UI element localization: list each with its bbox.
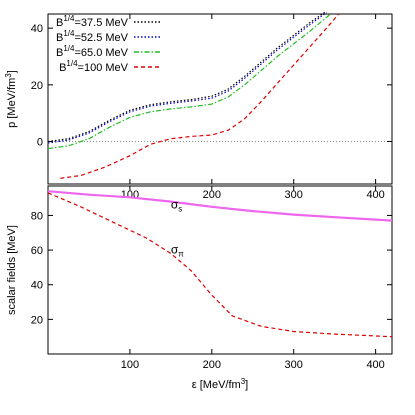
top-series-line-3 bbox=[60, 13, 340, 179]
bottom-ytick-label-0: 20 bbox=[31, 314, 43, 326]
bottom-series-line-1 bbox=[47, 192, 393, 338]
top-ytick-label-1: 20 bbox=[31, 80, 43, 92]
top-series-line-2 bbox=[47, 13, 331, 150]
top-xtick-label-1: 200 bbox=[203, 189, 221, 201]
annotation-1: σπ bbox=[171, 243, 184, 259]
top-ytick-label-2: 40 bbox=[31, 23, 43, 35]
top-series-line-0 bbox=[47, 10, 327, 143]
top-plot-frame bbox=[47, 13, 393, 185]
top-xtick-label-3: 400 bbox=[366, 189, 384, 201]
x-axis-label: ε [MeV/fm3] bbox=[192, 377, 248, 391]
annotation-0: σs bbox=[171, 198, 182, 214]
top-y-axis-label: p [MeV/fm3] bbox=[4, 70, 18, 128]
bottom-ytick-label-3: 80 bbox=[31, 210, 43, 222]
bottom-series-group bbox=[47, 190, 393, 338]
legend-label-2: B1/4=65.0 MeV bbox=[56, 44, 129, 59]
legend-label-3: B1/4=100 MeV bbox=[59, 59, 129, 74]
bottom-ticks: 100 200 300 400 20 40 60 80 bbox=[31, 186, 392, 371]
top-series-group bbox=[47, 10, 392, 179]
annotations: σs σπ bbox=[171, 198, 184, 259]
bottom-ytick-label-1: 40 bbox=[31, 280, 43, 292]
legend-label-0: B1/4=37.5 MeV bbox=[56, 14, 129, 29]
bottom-xtick-label-3: 400 bbox=[366, 359, 384, 371]
bottom-panel: 100 200 300 400 20 40 60 80 scalar fields [MeV]… bbox=[6, 185, 393, 391]
legend-label-1: B1/4=52.5 MeV bbox=[56, 29, 129, 44]
top-series-line-1 bbox=[47, 12, 327, 144]
bottom-xtick-label-2: 300 bbox=[285, 359, 303, 371]
bottom-ytick-label-2: 60 bbox=[31, 245, 43, 257]
top-xtick-label-2: 300 bbox=[285, 189, 303, 201]
bottom-xtick-label-1: 200 bbox=[203, 359, 221, 371]
bottom-plot-frame bbox=[47, 185, 393, 355]
bottom-series-line-0 bbox=[47, 190, 393, 222]
bottom-xtick-label-0: 100 bbox=[121, 359, 139, 371]
bottom-y-axis-label: scalar fields [MeV] bbox=[6, 225, 18, 315]
top-ytick-label-0: 0 bbox=[37, 137, 43, 149]
